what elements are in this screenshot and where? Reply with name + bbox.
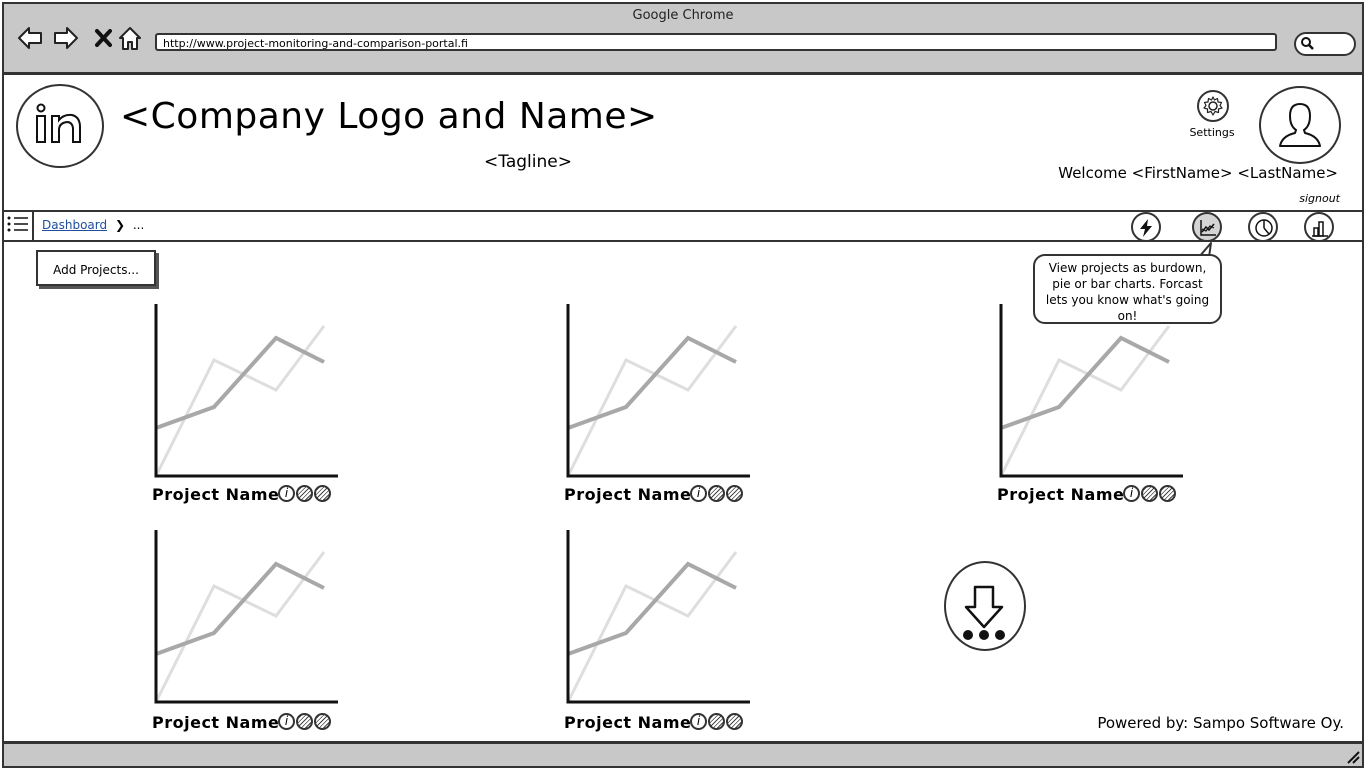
tooltip-pointer bbox=[1198, 242, 1212, 257]
company-name: <Company Logo and Name> bbox=[120, 96, 658, 137]
list-menu-icon bbox=[7, 216, 28, 232]
resize-grip-icon[interactable] bbox=[1344, 748, 1360, 764]
menu-button[interactable] bbox=[4, 212, 34, 240]
breadcrumb-more: ... bbox=[132, 218, 145, 232]
search-icon bbox=[1301, 37, 1314, 50]
download-arrow-icon bbox=[963, 585, 1005, 640]
info-icon[interactable]: i bbox=[1123, 485, 1140, 502]
project-name[interactable]: Project Name bbox=[564, 713, 692, 732]
project-tile[interactable]: Project Name i bbox=[152, 304, 362, 514]
info-icon[interactable]: i bbox=[278, 485, 295, 502]
gear-icon bbox=[1203, 96, 1223, 116]
delete-icon[interactable] bbox=[726, 713, 743, 730]
info-icon[interactable]: i bbox=[690, 713, 707, 730]
welcome-message: Welcome <FirstName> <LastName> bbox=[1058, 164, 1338, 182]
project-actions: i bbox=[690, 485, 744, 504]
edit-icon[interactable] bbox=[1141, 485, 1158, 502]
powered-by-text: Powered by: Sampo Software Oy. bbox=[1097, 714, 1344, 732]
bar-chart-icon bbox=[1312, 221, 1328, 237]
delete-icon[interactable] bbox=[1159, 485, 1176, 502]
edit-icon[interactable] bbox=[708, 713, 725, 730]
project-name[interactable]: Project Name bbox=[152, 713, 280, 732]
browser-toolbar: Google Chrome http://www.project-monitor… bbox=[4, 4, 1362, 75]
forecast-view-button[interactable] bbox=[1131, 212, 1161, 242]
linkedin-icon bbox=[36, 103, 81, 143]
project-chart bbox=[566, 304, 750, 478]
project-actions: i bbox=[278, 713, 332, 732]
breadcrumb-dashboard-link[interactable]: Dashboard bbox=[42, 218, 108, 232]
forward-arrow-icon[interactable] bbox=[52, 24, 80, 52]
browser-status-bar bbox=[4, 741, 1362, 766]
breadcrumb-separator: ❯ bbox=[114, 218, 125, 232]
address-bar[interactable]: http://www.project-monitoring-and-compar… bbox=[155, 33, 1277, 51]
chart-views-tooltip: View projects as burdown, pie or bar cha… bbox=[1033, 254, 1222, 324]
pie-view-button[interactable] bbox=[1248, 212, 1278, 242]
delete-icon[interactable] bbox=[726, 485, 743, 502]
settings-button[interactable] bbox=[1197, 90, 1229, 122]
back-arrow-icon[interactable] bbox=[16, 24, 44, 52]
browser-search-box[interactable] bbox=[1294, 32, 1356, 56]
home-icon[interactable] bbox=[116, 24, 144, 52]
navigation-bar: Dashboard ❯ ... bbox=[4, 210, 1362, 242]
project-tile[interactable]: Project Name i bbox=[152, 530, 362, 740]
add-projects-button[interactable]: Add Projects... bbox=[36, 250, 156, 286]
project-tile[interactable]: Project Name i bbox=[564, 530, 774, 740]
settings-label[interactable]: Settings bbox=[1189, 126, 1235, 139]
project-name[interactable]: Project Name bbox=[564, 485, 692, 504]
lightning-icon bbox=[1140, 219, 1152, 237]
project-name[interactable]: Project Name bbox=[152, 485, 280, 504]
stop-icon[interactable] bbox=[90, 24, 118, 52]
edit-icon[interactable] bbox=[296, 713, 313, 730]
pie-chart-icon bbox=[1255, 219, 1273, 237]
burndown-chart-icon bbox=[1200, 220, 1216, 236]
company-logo[interactable] bbox=[16, 84, 104, 168]
tagline: <Tagline> bbox=[484, 152, 572, 172]
info-icon[interactable]: i bbox=[690, 485, 707, 502]
project-tile[interactable]: Project Name i bbox=[997, 304, 1207, 514]
signout-link[interactable]: signout bbox=[1299, 192, 1340, 205]
load-more-button[interactable] bbox=[944, 561, 1026, 651]
project-name[interactable]: Project Name bbox=[997, 485, 1125, 504]
project-chart bbox=[154, 304, 338, 478]
project-actions: i bbox=[278, 485, 332, 504]
project-actions: i bbox=[690, 713, 744, 732]
user-icon bbox=[1279, 103, 1321, 147]
project-chart bbox=[999, 304, 1183, 478]
info-icon[interactable]: i bbox=[278, 713, 295, 730]
project-tile[interactable]: Project Name i bbox=[564, 304, 774, 514]
project-actions: i bbox=[1123, 485, 1177, 504]
edit-icon[interactable] bbox=[296, 485, 313, 502]
delete-icon[interactable] bbox=[314, 485, 331, 502]
user-avatar[interactable] bbox=[1259, 86, 1341, 164]
window-title: Google Chrome bbox=[632, 8, 734, 23]
project-chart bbox=[154, 530, 338, 704]
delete-icon[interactable] bbox=[314, 713, 331, 730]
project-chart bbox=[566, 530, 750, 704]
bar-view-button[interactable] bbox=[1304, 212, 1334, 242]
breadcrumb: Dashboard ❯ ... bbox=[42, 218, 144, 232]
edit-icon[interactable] bbox=[708, 485, 725, 502]
burndown-view-button[interactable] bbox=[1192, 212, 1222, 242]
